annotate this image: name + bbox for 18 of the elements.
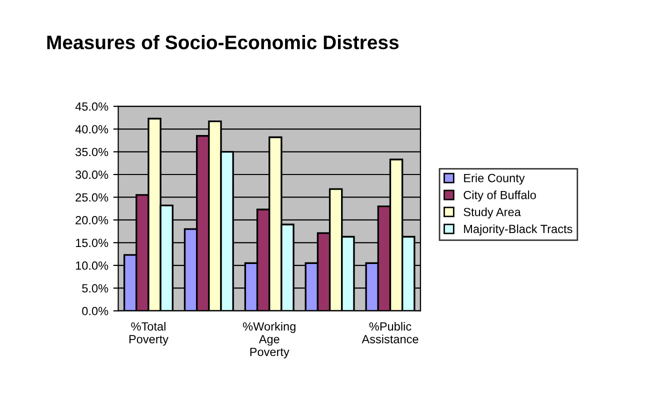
x-tick-label: %Working Age Poverty xyxy=(242,322,296,358)
y-tick-label: 15.0% xyxy=(76,238,108,248)
legend-label: Study Area xyxy=(464,208,521,219)
y-tick-label: 5.0% xyxy=(82,284,108,293)
y-tick-label: 35.0% xyxy=(76,148,108,156)
y-tick-label: 10.0% xyxy=(76,261,108,270)
legend-label: Majority-Black Tracts xyxy=(464,224,572,236)
legend-label: City of Buffalo xyxy=(464,190,536,202)
x-tick-label: %Public Assistance xyxy=(362,322,418,344)
chart-title: Measures of Socio-Economic Distress xyxy=(47,34,399,50)
y-tick-label: 0.0% xyxy=(82,306,108,316)
y-tick-label: 20.0% xyxy=(76,216,108,224)
legend-label: Erie County xyxy=(464,174,525,185)
y-tick-label: 40.0% xyxy=(75,125,108,134)
y-tick-label: 45.0% xyxy=(75,102,108,111)
y-tick-label: 25.0% xyxy=(76,193,108,202)
y-tick-label: 30.0% xyxy=(76,170,108,179)
x-tick-label: %Total Poverty xyxy=(129,322,168,346)
